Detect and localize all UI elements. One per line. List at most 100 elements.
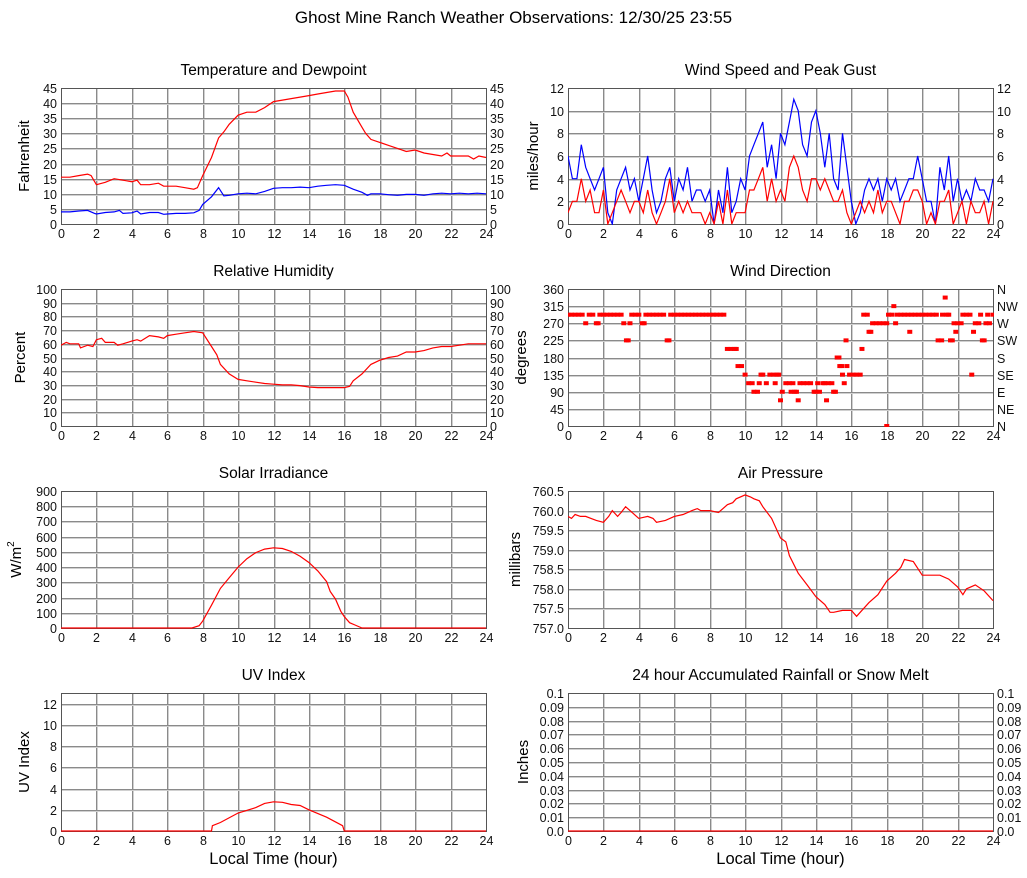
right-tick-label: 20 — [490, 158, 504, 172]
x-tick-label: 10 — [739, 429, 753, 443]
y-tick-label: 0.01 — [540, 811, 564, 825]
x-tick-label: 14 — [810, 227, 824, 241]
x-tick-label: 16 — [338, 834, 352, 848]
data-point — [714, 312, 720, 317]
right-tick-label: 0 — [997, 218, 1004, 232]
data-point — [832, 389, 838, 394]
data-point — [735, 364, 741, 369]
data-point — [854, 372, 860, 377]
data-point — [756, 381, 762, 386]
data-point — [923, 312, 929, 317]
x-tick-label: 0 — [58, 429, 65, 443]
x-tick-label: 10 — [232, 631, 246, 645]
x-tick-label: 10 — [739, 631, 753, 645]
right-tick-label: NW — [997, 300, 1018, 314]
y-tick-label: 50 — [43, 352, 57, 366]
y-tick-label: 0 — [557, 420, 564, 434]
x-tick-label: 16 — [338, 631, 352, 645]
y-tick-label: 500 — [36, 546, 57, 560]
x-tick-label: 6 — [671, 631, 678, 645]
y-tick-label: 360 — [543, 283, 564, 297]
data-point — [857, 372, 863, 377]
y-tick-label: 0.09 — [540, 701, 564, 715]
x-tick-label: 18 — [374, 429, 388, 443]
x-tick-label: 12 — [775, 834, 789, 848]
y-tick-label: 0 — [50, 218, 57, 232]
data-point — [604, 312, 610, 317]
y-tick-label: 0.06 — [540, 742, 564, 756]
right-tick-label: 0.08 — [997, 715, 1021, 729]
y-tick-label: 8 — [557, 127, 564, 141]
data-point — [804, 381, 810, 386]
right-tick-label: 0.05 — [997, 756, 1021, 770]
data-point — [953, 329, 959, 334]
right-tick-label: 50 — [490, 352, 504, 366]
right-tick-label: 2 — [997, 195, 1004, 209]
data-point — [901, 312, 907, 317]
data-point — [808, 381, 814, 386]
right-tick-label: 25 — [490, 142, 504, 156]
x-tick-label: 20 — [916, 227, 930, 241]
y-tick-label: 90 — [550, 386, 564, 400]
data-point — [754, 389, 760, 394]
right-tick-label: S — [997, 352, 1005, 366]
x-tick-label: 4 — [636, 631, 643, 645]
x-tick-label: 22 — [952, 429, 966, 443]
x-tick-label: 16 — [845, 227, 859, 241]
data-point — [942, 295, 948, 300]
data-point — [877, 321, 883, 326]
right-tick-label: NE — [997, 403, 1014, 417]
x-tick-label: 18 — [374, 227, 388, 241]
data-point — [703, 312, 709, 317]
data-point — [978, 312, 984, 317]
y-tick-label: 759.0 — [533, 544, 564, 558]
y-tick-label: 6 — [50, 761, 57, 775]
data-point — [986, 321, 992, 326]
x-tick-label: 8 — [707, 834, 714, 848]
y-tick-label: 0.08 — [540, 715, 564, 729]
right-tick-label: SE — [997, 369, 1014, 383]
right-tick-label: 0.01 — [997, 811, 1021, 825]
data-point — [963, 312, 969, 317]
right-tick-label: 10 — [490, 188, 504, 202]
x-tick-label: 14 — [303, 834, 317, 848]
y-tick-label: 400 — [36, 561, 57, 575]
data-point — [675, 312, 681, 317]
data-point — [793, 389, 799, 394]
x-tick-label: 4 — [129, 227, 136, 241]
data-point — [894, 312, 900, 317]
series-line-0 — [61, 547, 486, 629]
x-tick-label: 10 — [232, 429, 246, 443]
y-tick-label: 225 — [543, 334, 564, 348]
y-tick-label: 4 — [557, 173, 564, 187]
x-tick-label: 4 — [129, 834, 136, 848]
data-point — [816, 389, 822, 394]
data-point — [859, 346, 865, 351]
plot-frame — [568, 491, 994, 629]
data-point — [597, 312, 603, 317]
x-tick-label: 24 — [987, 631, 1001, 645]
y-tick-label: 0.04 — [540, 770, 564, 784]
data-point — [627, 321, 633, 326]
y-tick-label: 758.5 — [533, 563, 564, 577]
right-tick-label: 6 — [997, 150, 1004, 164]
data-point — [668, 312, 674, 317]
x-tick-label: 8 — [707, 429, 714, 443]
right-tick-label: 40 — [490, 365, 504, 379]
y-tick-label: 60 — [43, 338, 57, 352]
chart-title: UV Index — [242, 667, 306, 684]
y-tick-label: 0.02 — [540, 797, 564, 811]
x-tick-label: 18 — [881, 227, 895, 241]
data-point — [795, 398, 801, 403]
x-tick-label: 4 — [636, 227, 643, 241]
data-point — [770, 372, 776, 377]
x-tick-label: 4 — [129, 631, 136, 645]
y-tick-label: 25 — [43, 142, 57, 156]
data-point — [586, 312, 592, 317]
x-tick-label: 24 — [480, 429, 494, 443]
y-tick-label: 757.5 — [533, 602, 564, 616]
x-tick-label: 20 — [409, 834, 423, 848]
x-tick-label: 14 — [303, 429, 317, 443]
